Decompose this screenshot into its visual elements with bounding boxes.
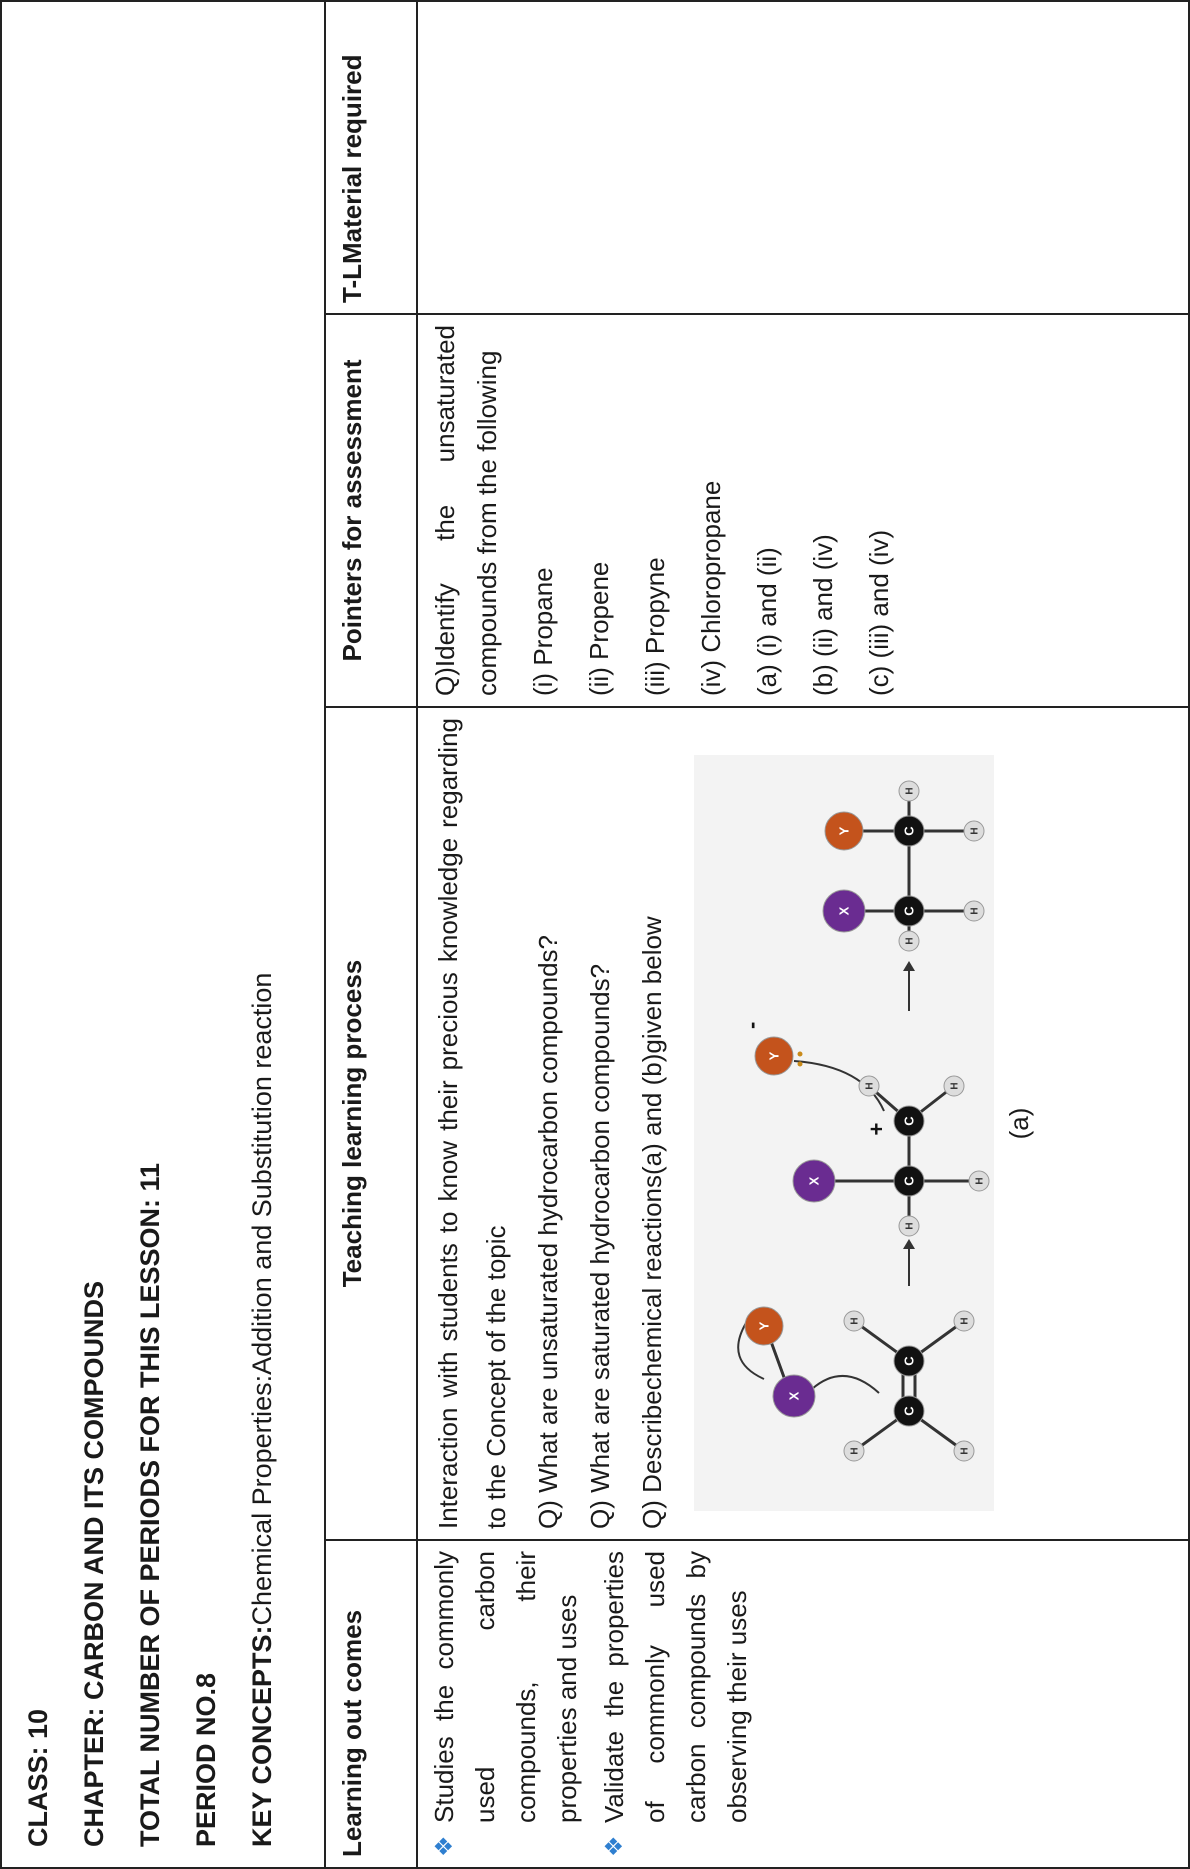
pointer-item: (i) Propane [528,567,558,696]
lone-pair [797,1051,803,1057]
total-periods: TOTAL NUMBER OF PERIODS FOR THIS LESSON:… [135,1162,165,1847]
atom-label: C [901,826,916,836]
atom-label: C [901,1176,916,1186]
atom-label: Y [836,826,851,835]
learning-outcome: ❖ Studies the commonly used carbon compou… [424,1551,588,1857]
atom [893,815,925,847]
chapter: CHAPTER: CARBON AND ITS COMPOUNDS [79,1281,109,1847]
header: CLASS: 10 CHAPTER: CARBON AND ITS COMPOU… [2,2,326,1867]
teaching-item: Q) What are saturated hydrocarbon compou… [585,963,615,1529]
column-header: T-LMaterial required [326,0,417,314]
period: PERIOD NO.8 [191,1672,221,1847]
curved-arrow [737,1322,765,1380]
column-header: Pointers for assessment [326,314,417,707]
arrow-head [903,961,915,971]
bullet-icon: ❖ [431,1835,458,1857]
atom-label: Y [756,1321,771,1330]
figure-background [694,755,994,1511]
atom [824,811,864,851]
bullet-icon: ❖ [601,1835,628,1857]
figure-caption: (a) [1004,1107,1034,1140]
outcome-text: Validate the properties of commonly used… [599,1551,752,1823]
atom [898,930,920,952]
atom [953,1440,975,1462]
pointers-cell: Q)Identify the unsaturated compounds fro… [417,314,1190,707]
lesson-table: Learning out comes Teaching learning pro… [326,0,1190,1867]
atom [772,1374,816,1418]
atom [893,1395,925,1427]
atom-label: H [970,907,981,914]
curved-arrow [793,1060,885,1112]
curved-arrow [811,1375,880,1394]
teaching-item: Q) What are unsaturated hydrocarbon comp… [533,934,563,1529]
material-cell [417,0,1190,314]
key-concepts-label: KEY CONCEPTS: [247,1625,277,1847]
atom [893,1345,925,1377]
atom-label: H [960,1317,971,1324]
column-header: Learning out comes [326,1540,417,1867]
atom-label: H [850,1447,861,1454]
pointer-item: (c) (iii) and (iv) [864,529,894,696]
atom-label: X [806,1176,821,1185]
key-concepts: KEY CONCEPTS:Chemical Properties:Additio… [234,22,290,1847]
atom [893,1165,925,1197]
atom [754,1036,794,1076]
atom [843,1440,865,1462]
atom [858,1075,880,1097]
atom-label: H [950,1082,961,1089]
teaching-cell: Interaction with students to know their … [417,707,1190,1540]
atom-label: C [901,1406,916,1416]
atom [744,1306,784,1346]
atom [893,895,925,927]
atom-label: C [901,1116,916,1126]
atom [898,1215,920,1237]
learning-outcome: ❖ Validate the properties of commonly use… [594,1551,758,1857]
learning-outcomes-cell: ❖ Studies the commonly used carbon compou… [417,1540,1190,1867]
atom [953,1310,975,1332]
atom-label: X [786,1391,801,1400]
atom [822,889,866,933]
outcome-text: Studies the commonly used carbon compoun… [429,1551,582,1823]
pointer-item: (ii) Propene [584,561,614,696]
arrow-head [903,1239,915,1249]
atom [843,1310,865,1332]
teaching-item: Q) Describechemical reactions(a) and (b)… [637,916,667,1529]
atom [792,1159,836,1203]
key-concepts-text: Chemical Properties:Addition and Substit… [247,972,277,1626]
charge: + [864,1123,889,1136]
pointer-item: (iii) Propyne [640,557,670,696]
atom [943,1075,965,1097]
atom-label: H [850,1317,861,1324]
atom [963,900,985,922]
atom-label: C [901,1356,916,1366]
header-row: Learning out comes Teaching learning pro… [326,0,417,1867]
charge: - [739,1022,764,1029]
pointer-item: (a) (i) and (ii) [752,547,782,696]
atom-label: Y [766,1051,781,1060]
atom [893,1105,925,1137]
atom [968,1170,990,1192]
pointer-item: (iv) Chloropropane [696,480,726,696]
pointer-item: (b) (ii) and (iv) [808,534,838,696]
body-row: ❖ Studies the commonly used carbon compou… [417,0,1190,1867]
reaction-figure: H H H H C C X Y H H H H X C C Y + - H H H H X Y C C [694,755,994,1511]
atom-label: X [836,906,851,915]
atom-label: H [905,1222,916,1229]
atom [898,780,920,802]
atom-label: H [905,937,916,944]
class: CLASS: 10 [23,1708,53,1847]
atom-label: H [975,1177,986,1184]
atom-label: H [905,787,916,794]
atom [963,820,985,842]
column-header: Teaching learning process [326,707,417,1540]
pointer-item: Q)Identify the unsaturated compounds fro… [430,325,502,696]
teaching-item: Interaction with students to know their … [433,718,511,1529]
atom-label: H [970,827,981,834]
atom-label: H [865,1082,876,1089]
atom-label: H [960,1447,971,1454]
atom-label: C [901,906,916,916]
lone-pair [797,1061,803,1067]
